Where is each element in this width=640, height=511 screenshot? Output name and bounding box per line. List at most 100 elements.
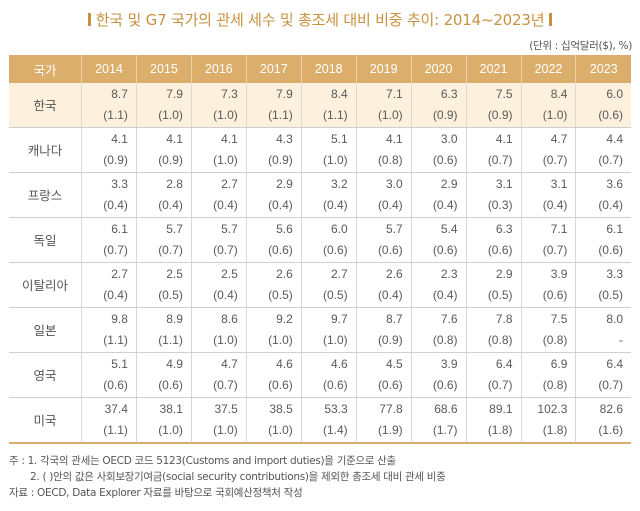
- tariff-revenue: 4.1: [221, 132, 238, 146]
- value-cell: 2.5 (0.5): [135, 262, 192, 308]
- value-cell: 3.1 (0.3): [465, 172, 521, 218]
- table-row: 한국 8.7 (1.1) 7.9 (1.0) 7.3 (1.0) 7.9 (1.1) 8.4 (1.…: [9, 83, 631, 128]
- tax-share: (0.4): [432, 198, 458, 212]
- tariff-revenue: 4.6: [331, 357, 348, 371]
- tax-share: (0.7): [487, 378, 513, 392]
- tax-share: (0.9): [487, 108, 513, 122]
- tariff-revenue: 7.8: [495, 312, 513, 326]
- value-cell: 4.1 (1.0): [190, 127, 247, 173]
- tariff-revenue: 5.7: [385, 222, 403, 236]
- value-cell: 4.1 (0.7): [465, 127, 521, 173]
- tariff-revenue: 5.4: [440, 222, 458, 236]
- value-cell: 4.1 (0.9): [81, 127, 137, 173]
- header-row: 국가 2014 2015 2016 2017 2018 2019 2020 20…: [9, 55, 631, 83]
- tariff-revenue: 2.6: [276, 267, 293, 281]
- tax-share: (0.7): [158, 243, 183, 257]
- country-cell: 이탈리아: [9, 262, 82, 308]
- value-cell: 9.7 (1.0): [300, 307, 357, 353]
- value-cell: 37.4 (1.1): [81, 397, 137, 444]
- tariff-revenue: 6.4: [495, 357, 513, 371]
- tax-share: (0.5): [268, 288, 293, 302]
- note-2: 2. ( )안의 값은 사회보장기여금(social security cont…: [30, 471, 446, 483]
- tariff-revenue: 4.1: [111, 132, 128, 146]
- value-cell: 4.7 (0.7): [520, 127, 576, 173]
- tax-share: (1.0): [213, 153, 238, 167]
- value-cell: 5.1 (1.0): [300, 127, 357, 173]
- value-cell: 102.3 (1.8): [520, 397, 576, 444]
- tax-share: (0.6): [542, 288, 568, 302]
- tax-share: (0.4): [598, 198, 623, 212]
- tax-share: (0.5): [158, 288, 183, 302]
- value-cell: 89.1 (1.8): [465, 397, 521, 444]
- tax-share: (1.1): [268, 108, 293, 122]
- header-year: 2018: [300, 55, 357, 83]
- tariff-revenue: 4.7: [550, 132, 568, 146]
- value-cell: 4.4 (0.7): [575, 127, 631, 173]
- tariff-revenue: 68.6: [434, 402, 458, 416]
- tax-share: (1.0): [213, 423, 238, 437]
- tax-share: (0.8): [487, 333, 513, 347]
- country-cell: 독일: [9, 217, 82, 263]
- tariff-revenue: 2.7: [111, 267, 128, 281]
- tax-share: (0.7): [542, 243, 568, 257]
- country-cell: 캐나다: [9, 127, 82, 173]
- value-cell: 2.5 (0.4): [190, 262, 247, 308]
- tariff-revenue: 2.9: [440, 177, 458, 191]
- value-cell: 8.6 (1.0): [190, 307, 247, 353]
- value-cell: 4.1 (0.8): [355, 127, 412, 173]
- tax-share: (0.6): [323, 378, 348, 392]
- tariff-revenue: 4.9: [166, 357, 183, 371]
- table-row: 캐나다 4.1 (0.9) 4.1 (0.9) 4.1 (1.0) 4.3 (0.9) 5.1 (1…: [9, 127, 631, 173]
- tariff-revenue: 6.0: [606, 87, 623, 101]
- tax-share: (1.1): [103, 423, 128, 437]
- tax-share: (1.4): [323, 423, 348, 437]
- table-row: 독일 6.1 (0.7) 5.7 (0.7) 5.7 (0.7) 5.6 (0.6) 6.0 (0.…: [9, 217, 631, 263]
- tariff-revenue: 4.3: [276, 132, 293, 146]
- value-cell: 77.8 (1.9): [355, 397, 412, 444]
- value-cell: 7.8 (0.8): [465, 307, 521, 353]
- tariff-revenue: 2.9: [276, 177, 293, 191]
- tax-share: (0.9): [377, 333, 403, 347]
- value-cell: 6.3 (0.6): [465, 217, 521, 263]
- country-cell: 영국: [9, 352, 82, 398]
- tariff-revenue: 38.5: [269, 402, 293, 416]
- tariff-revenue: 2.7: [221, 177, 238, 191]
- tax-share: (0.5): [598, 288, 623, 302]
- tax-share: (0.5): [323, 288, 348, 302]
- header-year: 2022: [520, 55, 576, 83]
- tariff-revenue: 3.6: [606, 177, 623, 191]
- tariff-revenue: 4.4: [606, 132, 623, 146]
- tariff-revenue: 3.1: [495, 177, 513, 191]
- tariff-revenue: 3.1: [550, 177, 568, 191]
- tariff-revenue: 4.7: [221, 357, 238, 371]
- value-cell: 4.6 (0.6): [300, 352, 357, 398]
- value-cell: 6.3 (0.9): [410, 83, 467, 128]
- tariff-revenue: 5.6: [276, 222, 293, 236]
- tax-share: (0.6): [598, 108, 623, 122]
- table-row: 미국 37.4 (1.1) 38.1 (1.0) 37.5 (1.0) 38.5 (1.0) 53…: [9, 397, 631, 444]
- tariff-revenue: 8.7: [385, 312, 403, 326]
- tariff-revenue: 3.3: [111, 177, 128, 191]
- tax-share: (1.0): [268, 333, 293, 347]
- tariff-revenue: 8.4: [331, 87, 348, 101]
- tariff-revenue: 9.2: [276, 312, 293, 326]
- tax-share: (1.1): [323, 108, 348, 122]
- tax-share: (0.6): [323, 243, 348, 257]
- value-cell: 7.5 (0.8): [520, 307, 576, 353]
- tax-share: (0.6): [158, 378, 183, 392]
- value-cell: 4.6 (0.6): [245, 352, 302, 398]
- tax-share: (1.8): [487, 423, 513, 437]
- title-marker-left: [87, 13, 91, 26]
- tax-share: (0.6): [268, 243, 293, 257]
- table-title: 한국 및 G7 국가의 관세 세수 및 총조세 대비 비중 추이: 2014~2…: [0, 9, 640, 30]
- tariff-revenue: 5.7: [166, 222, 183, 236]
- value-cell: 3.9 (0.6): [520, 262, 576, 308]
- tariff-revenue: 8.4: [550, 87, 568, 101]
- value-cell: 8.9 (1.1): [135, 307, 192, 353]
- tax-share: (0.7): [103, 243, 128, 257]
- tax-share: (1.0): [323, 153, 348, 167]
- value-cell: 3.3 (0.5): [575, 262, 631, 308]
- tax-share: (0.8): [542, 333, 568, 347]
- tax-share: (1.9): [377, 423, 403, 437]
- tariff-revenue: 6.4: [606, 357, 623, 371]
